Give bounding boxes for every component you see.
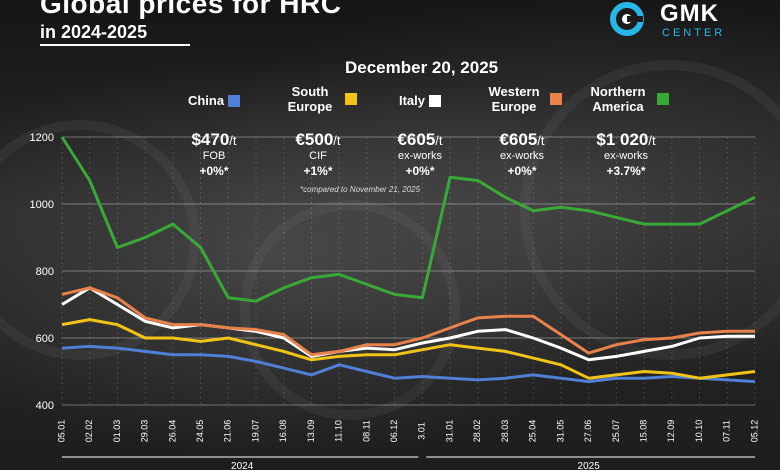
x-tick-label: 19.07 (250, 420, 260, 443)
x-tick-label: 25.07 (611, 420, 621, 443)
legend-basis: ex-works (499, 150, 544, 162)
legend-unit: /t (435, 133, 443, 148)
legend-unit: /t (229, 133, 237, 148)
title-line-1: Global prices for HRC (40, 0, 342, 19)
legend-unit: /t (333, 133, 341, 148)
y-tick-label: 800 (36, 266, 54, 278)
background-coil (240, 200, 460, 420)
chart-series (60, 136, 756, 384)
legend-name: Italy (398, 93, 425, 109)
background-coil (520, 60, 780, 360)
legend-change: +0%* (405, 164, 435, 178)
x-tick-label: 13.09 (306, 420, 316, 443)
legend-change: +0%* (199, 164, 229, 178)
x-tick-label: 31.01 (444, 420, 454, 443)
y-tick-label: 1000 (30, 199, 54, 211)
legend-china: China $470/t FOB +0%* (170, 92, 258, 178)
y-tick-label: 1200 (30, 132, 54, 144)
gmk-logo-icon (610, 2, 644, 36)
x-tick-label: 31.05 (555, 420, 565, 443)
series-line-china (61, 344, 756, 384)
series-line-northern-america (60, 136, 756, 303)
legend-price: $1 020 (596, 130, 649, 149)
x-tick-label: 28.03 (500, 420, 510, 443)
legend-price: $470 (191, 130, 230, 149)
legend-basis: FOB (202, 150, 226, 162)
logo-wordmark: GMK (660, 0, 719, 27)
footnote: *compared to November 21, 2025 (300, 185, 421, 194)
legend-change: +3.7%* (606, 164, 646, 178)
legend-name: Northern America (590, 84, 646, 114)
x-tick-label: 21.06 (223, 420, 233, 443)
legend-price: €605 (499, 130, 538, 149)
x-tick-label: 28.02 (472, 420, 482, 443)
legend-name: China (187, 93, 225, 109)
series-line-western-europe (61, 286, 755, 357)
series-line-italy (61, 286, 755, 362)
legend-swatch (228, 94, 241, 107)
x-tick-label: 15.08 (638, 420, 648, 443)
logo-subtext: CENTER (662, 27, 726, 39)
x-tick-label: 24.05 (195, 420, 205, 443)
x-tick-label: 25.04 (528, 420, 538, 443)
x-tick-label: 11.10 (334, 420, 344, 442)
x-tick-label: 01.03 (112, 420, 122, 443)
legend-name: South Europe (287, 84, 333, 114)
legend-basis: CIF (309, 150, 327, 162)
legend-western-europe: Western Europe €605/t ex-works +0%* (474, 84, 570, 178)
x-tick-label: 06.12 (389, 420, 399, 443)
legend-italy: Italy €605/t ex-works +0%* (374, 92, 466, 178)
y-tick-label: 600 (36, 333, 54, 345)
x-tick-label: 29.03 (140, 420, 150, 443)
title-line-2: in 2024-2025 (40, 22, 148, 42)
x-tick-label: 05.12 (749, 420, 759, 443)
x-tick-label: 05.01 (56, 420, 66, 443)
x-tick-label: 3.01 (417, 422, 427, 440)
y-tick-label: 400 (36, 400, 54, 412)
x-tick-label: 27.06 (583, 420, 593, 443)
x-tick-label: 12.09 (666, 420, 676, 443)
legend-basis: ex-works (397, 150, 442, 162)
legend-unit: /t (537, 133, 545, 148)
x-axis-labels: 05.01 02.02 01.03 29.03 26.04 24.05 21.06 19.07… (56, 420, 759, 443)
x-tick-label: 10.10 (694, 420, 704, 443)
year-label: 2025 (578, 461, 601, 470)
x-tick-label: 16.08 (278, 420, 288, 443)
title-underline (40, 44, 190, 46)
year-label: 2024 (231, 461, 254, 470)
x-tick-label: 07.11 (722, 420, 732, 442)
legend-south-europe: South Europe €500/t CIF +1%* (272, 84, 364, 178)
background-coil (0, 120, 200, 360)
y-axis-labels: 400 600 800 1000 1200 (30, 132, 54, 412)
legend-basis: ex-works (603, 150, 648, 162)
legend-change: +1%* (303, 164, 333, 178)
x-tick-label: 02.02 (84, 420, 94, 443)
legend-price: €500 (295, 130, 334, 149)
chart-grid (61, 136, 756, 406)
legend-unit: /t (648, 133, 656, 148)
year-axis: 2024 2025 (62, 456, 755, 470)
x-tick-label: 26.04 (167, 420, 177, 443)
series-line-south-europe (61, 318, 756, 380)
report-date: December 20, 2025 (345, 58, 499, 77)
legend-change: +0%* (507, 164, 537, 178)
legend-northern-america: Northern America $1 020/t ex-works +3.7%… (578, 84, 674, 178)
legend-price: €605 (397, 130, 436, 149)
legend-swatch (657, 93, 669, 105)
legend-swatch (429, 94, 441, 107)
legend-name: Western Europe (488, 84, 540, 114)
legend-swatch (345, 93, 357, 105)
x-tick-label: 08.11 (361, 420, 371, 442)
legend-swatch (550, 93, 562, 105)
